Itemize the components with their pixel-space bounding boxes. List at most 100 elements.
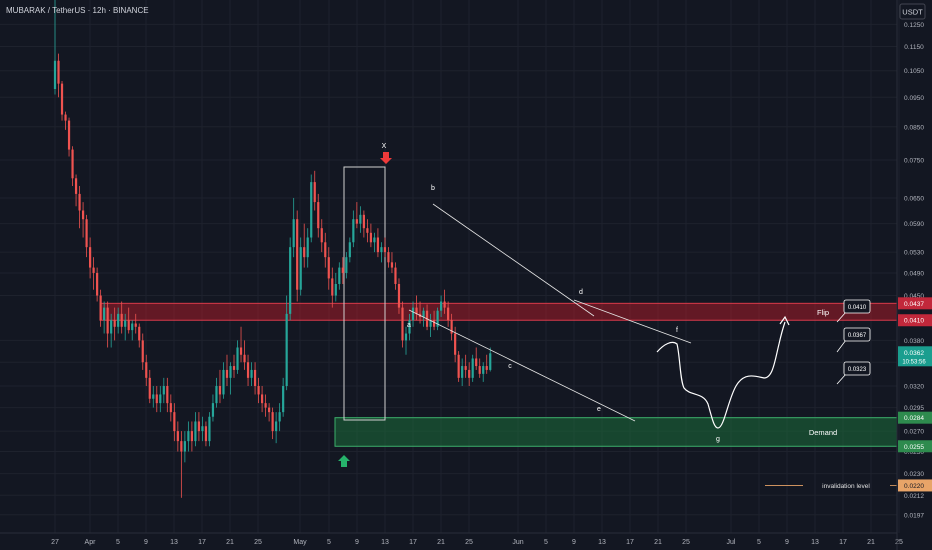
candle-countdown-label: 10:53:56 [902,359,926,365]
candle-body [394,267,397,285]
candle-body [215,386,218,404]
candle-body [155,394,158,404]
projection-path [656,321,786,429]
candle-body [110,320,113,334]
y-tick-label: 0.0270 [904,429,924,436]
x-tick-label: 17 [839,539,847,546]
candle-body [138,326,141,341]
x-tick-label: 5 [327,539,331,546]
candle-body [432,320,436,327]
x-tick-label: 13 [811,539,819,546]
price-tag: 0.0284 [898,411,932,424]
x-tick-label: 21 [654,539,662,546]
zone-label-flip: Flip [817,308,829,317]
candle-body [176,431,179,442]
candle-body [411,307,415,321]
y-tick-label: 0.0450 [904,293,924,300]
candle-body [390,262,394,268]
price-tag-label: 0.0255 [904,444,924,451]
candle-body [457,354,460,378]
y-tick-label: 0.0212 [904,493,924,500]
price-zones: Flip Demand [99,302,898,447]
candle-body [148,377,151,399]
zone-label-demand: Demand [809,428,837,437]
callout-leader [836,311,847,323]
candle-body [471,358,474,378]
candle-body [141,340,144,363]
candle-body [162,386,165,395]
x-tick-label: 9 [785,539,789,546]
candle-body [268,407,271,413]
candle-body [489,353,492,370]
candle-body [387,252,390,263]
price-tag-label: 0.0284 [904,415,924,422]
candle-body [81,210,85,220]
candle-body [71,149,74,179]
currency-label: USDT [902,8,923,17]
candle-body [310,182,313,238]
candle-body [204,426,208,442]
candle-body [289,247,292,314]
current-price-label: 0.0362 [904,350,924,357]
x-tick-label: 13 [170,539,178,546]
candle-body [74,178,78,194]
wave-label-f: f [676,327,678,334]
candle-body [257,386,260,395]
candle-body [401,307,404,341]
candle-body [208,416,211,442]
candle-body [366,228,369,233]
candle-body [359,214,362,224]
price-tag-label: 0.0437 [904,301,924,308]
currency-button[interactable]: USDT [899,3,926,20]
wave-label-a: a [407,322,411,329]
wave-label-x: X [382,143,387,150]
candle-body [145,362,148,378]
y-tick-label: 0.0250 [904,449,924,456]
y-tick-label: 0.0750 [904,157,924,164]
candle-body [152,394,155,399]
candle-body [169,403,172,413]
candle-body [468,369,471,378]
candle-body [415,307,418,314]
candle-body [190,431,193,442]
candle-body [85,219,88,248]
x-tick-label: 21 [437,539,445,546]
candle-body [475,358,478,367]
candle-body [89,247,92,268]
candle-body [303,247,306,258]
candle-body [64,114,67,121]
zone-demand [334,417,898,447]
candle-body [67,120,71,150]
current-price-tag: 0.0362 10:53:56 [898,346,932,367]
candle-body [78,193,81,211]
x-tick-label: 17 [626,539,634,546]
x-tick-label: 17 [409,539,417,546]
candle-body [211,403,215,417]
candle-body [96,272,99,296]
x-tick-label: 9 [144,539,148,546]
price-tag-label: 0.0220 [904,483,924,490]
candle-body [478,366,481,374]
candle-body [127,320,130,331]
x-tick-label: 21 [867,539,875,546]
y-tick-label: 0.0380 [904,338,924,345]
projection-arrowhead [779,315,790,326]
price-tag-bg [898,411,932,424]
x-tick-label: 9 [355,539,359,546]
candle-body [99,295,102,321]
x-axis: 27 Apr 5 9 13 17 21 25 May 5 9 13 17 21 25 Jun 5 9 13 17 21 2… [0,532,903,546]
price-tag-bg [898,440,932,453]
drawing-overlay: Xa b c d e f g 0.0410 0.0367 0.0323 [338,143,871,467]
wave-label-c: c [508,363,512,370]
candle-body [53,60,57,90]
candle-body [331,278,334,296]
candle-body [464,366,467,370]
candle-body [317,202,320,229]
callout-label: 0.0367 [848,333,867,339]
candle-body [380,247,383,253]
candle-body [173,412,176,432]
candle-body [461,366,464,378]
candle-body [180,441,183,452]
x-tick-label: 25 [895,539,903,546]
